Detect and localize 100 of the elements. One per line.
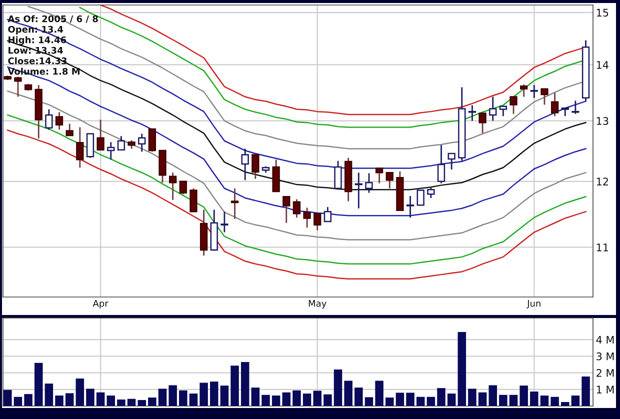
y-tick-label: 11 — [596, 244, 608, 252]
bar — [200, 382, 208, 406]
line-series — [7, 114, 586, 265]
bar — [478, 392, 487, 406]
bar — [127, 398, 136, 406]
candlestick — [540, 88, 548, 106]
candlestick — [550, 92, 559, 117]
annotation: Open: 13.4 — [8, 26, 64, 34]
x-tick-label: May — [308, 300, 326, 309]
bar — [251, 388, 260, 406]
candlestick — [406, 195, 414, 218]
bar — [499, 394, 508, 406]
candlestick — [55, 111, 64, 130]
bar — [375, 380, 384, 406]
candlestick — [510, 96, 518, 115]
candlestick — [117, 135, 126, 151]
bar — [509, 394, 518, 406]
candlestick — [148, 128, 156, 152]
bar — [189, 394, 198, 406]
candlestick — [572, 100, 580, 115]
candlestick — [478, 112, 486, 134]
candlestick — [427, 187, 435, 199]
candlestick — [314, 212, 322, 231]
candlestick — [416, 190, 424, 206]
bar — [210, 382, 218, 406]
bar — [582, 376, 590, 406]
candlestick — [14, 76, 22, 98]
x-tick-label: Jun — [526, 300, 540, 308]
bar — [458, 332, 466, 406]
bar — [240, 362, 250, 406]
bar — [324, 394, 332, 406]
bar — [385, 398, 394, 406]
bar — [488, 385, 497, 406]
candlestick — [76, 126, 84, 168]
bar — [468, 388, 476, 406]
y-tick-label: 14 — [596, 61, 608, 69]
bar — [55, 396, 64, 406]
bar — [292, 390, 301, 406]
bar — [24, 394, 32, 406]
bar — [86, 388, 94, 406]
bar — [96, 392, 105, 406]
bar — [148, 398, 156, 406]
bar — [76, 378, 84, 406]
bar — [34, 362, 43, 406]
bar — [179, 390, 188, 406]
candlestick — [489, 96, 497, 122]
bar — [437, 388, 446, 406]
bar — [530, 392, 538, 406]
candlestick — [66, 123, 74, 136]
candlestick — [324, 206, 332, 222]
bar — [168, 385, 177, 406]
candlestick — [448, 152, 456, 170]
bar — [220, 386, 229, 406]
bar — [262, 394, 270, 406]
bar — [354, 388, 363, 406]
bar — [426, 396, 436, 406]
y-tick-label: 4 M — [596, 336, 614, 344]
y-tick-label: 2 M — [596, 369, 614, 377]
candlestick — [468, 104, 476, 122]
candlestick — [107, 141, 115, 160]
line-series — [7, 90, 586, 240]
bar — [282, 392, 291, 406]
candlestick — [292, 198, 301, 218]
bar — [138, 400, 146, 406]
candlestick — [375, 168, 384, 184]
bar — [344, 380, 352, 406]
bar — [406, 392, 414, 406]
bar — [4, 390, 12, 406]
bar — [540, 396, 549, 406]
bar — [560, 402, 570, 406]
bar — [550, 396, 559, 406]
y-tick-label: 1 M — [596, 386, 614, 394]
candlestick — [530, 84, 538, 99]
bar — [158, 388, 167, 406]
candlestick — [96, 118, 104, 151]
x-tick-label: Apr — [92, 300, 108, 309]
y-tick-label: 12 — [596, 178, 608, 186]
candlestick — [499, 106, 508, 117]
candlestick — [365, 172, 373, 194]
bar — [364, 397, 374, 406]
candlestick — [86, 133, 94, 158]
bar — [117, 400, 126, 406]
candlestick — [230, 188, 239, 220]
candlestick — [220, 210, 228, 233]
bar — [520, 386, 528, 406]
bar — [571, 396, 580, 406]
bar — [230, 366, 239, 406]
line-series — [7, 130, 586, 280]
candlestick — [520, 84, 528, 98]
y-tick-label: 13 — [596, 117, 608, 125]
candlestick — [45, 108, 53, 130]
candlestick — [138, 133, 146, 152]
bar — [106, 396, 116, 406]
candlestick — [241, 148, 249, 181]
bar — [14, 396, 22, 406]
bar — [44, 384, 54, 406]
candlestick — [282, 196, 290, 224]
candlestick — [169, 172, 177, 201]
candlestick — [179, 180, 187, 195]
annotation: As Of: 2005 / 6 / 8 — [8, 15, 98, 23]
